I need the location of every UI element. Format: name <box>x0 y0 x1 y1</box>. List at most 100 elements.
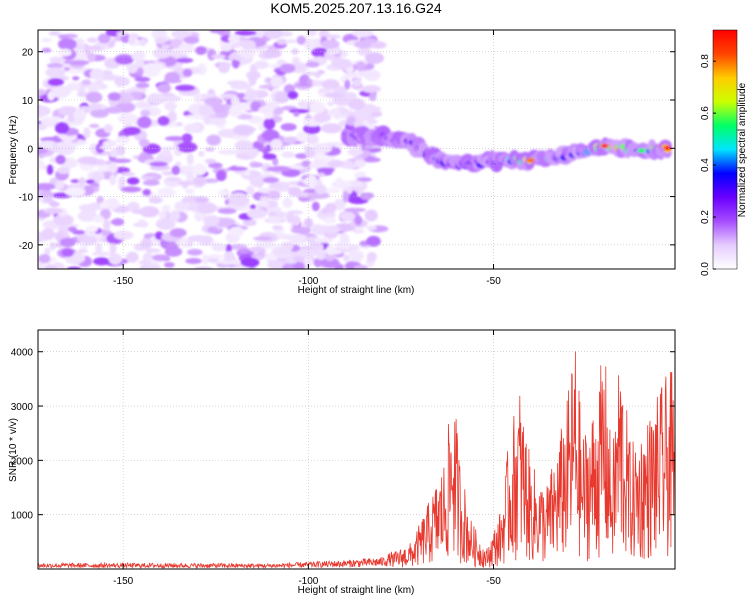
spectrogram-cell <box>185 258 202 265</box>
spectrogram-cell <box>45 67 66 78</box>
spectrogram-cell <box>81 79 92 86</box>
spectrogram-cell <box>89 123 100 128</box>
spectrogram-cell <box>155 218 176 230</box>
spectrogram-cell <box>166 242 179 253</box>
spectrogram-cell <box>115 145 126 156</box>
spectrogram-cell <box>207 226 220 234</box>
spectrogram-cell <box>115 56 133 65</box>
spectrogram-cell <box>199 235 214 245</box>
spectrogram-cell <box>217 208 237 215</box>
spectrogram-cell <box>317 87 333 93</box>
spectrogram-cell <box>313 237 334 244</box>
spectrogram-cell <box>308 191 330 200</box>
colorbar-ticks: 0.0 0.2 0.4 0.6 0.8 <box>700 54 716 276</box>
colorbar-label: Normalized spectral amplitude <box>737 82 748 217</box>
spectrogram-cell <box>313 143 333 154</box>
spectrogram-cell <box>52 141 59 153</box>
spectrogram-cell <box>248 73 257 86</box>
spectrogram-cell <box>95 79 104 86</box>
spectrogram-cell <box>158 210 167 221</box>
spectrogram-cell <box>242 219 257 227</box>
spectrogram-cell <box>58 48 72 57</box>
spectrogram-cell <box>266 215 283 223</box>
spectrogram-cell <box>186 171 195 184</box>
spectrogram-cell <box>234 30 257 36</box>
spectrogram-cell <box>143 62 165 71</box>
spectrogram-cell <box>161 204 171 212</box>
spectrogram-cell <box>206 134 222 146</box>
spectrogram-cell <box>197 202 217 214</box>
spectrogram-cell <box>77 248 88 254</box>
spectrogram-cell <box>356 177 373 182</box>
spectrogram-cell <box>89 143 98 154</box>
spectrogram-cell <box>167 110 177 123</box>
spectrogram-cell <box>43 196 53 204</box>
snr-panel: -150 -100 -50 1000 2000 3000 4000 Height of s… <box>8 329 676 596</box>
spectrogram-cell <box>160 149 172 157</box>
spectrogram-cell <box>116 31 128 37</box>
spectrogram-cell <box>86 45 103 52</box>
spectrogram-cell <box>138 38 148 47</box>
spectrogram-cell <box>143 263 161 269</box>
spectrogram-cell <box>223 251 235 262</box>
x-tick-label: -150 <box>113 576 133 587</box>
spectrogram-cell <box>215 169 227 182</box>
spectrogram-cell <box>82 208 97 219</box>
spectrogram-cell <box>348 98 366 111</box>
spectrogram-cell <box>288 108 310 114</box>
spectrogram-cell <box>85 91 103 103</box>
spectrogram-cell <box>154 37 167 45</box>
spectrogram-cell <box>264 30 283 40</box>
spectrogram-cell <box>303 188 318 194</box>
spectrogram-cell <box>111 158 132 164</box>
spectrogram-cell <box>304 38 317 51</box>
spectrogram-cell <box>125 251 139 263</box>
spectrogram-cell <box>305 61 320 68</box>
spectrogram-cell <box>103 123 113 134</box>
spectrogram-cell <box>262 153 277 160</box>
spectrogram-cell <box>46 164 54 175</box>
spectrogram-cell <box>232 124 254 136</box>
spectrogram-cell <box>72 76 80 81</box>
spectrogram-cell <box>288 234 309 244</box>
spectrogram-cell <box>345 92 357 100</box>
spectrogram-cell <box>187 240 194 247</box>
spectrogram-cell <box>357 47 371 56</box>
spectrogram-x-ticks: -150 -100 -50 <box>113 30 501 287</box>
spectrogram-cell <box>184 123 202 134</box>
spectrogram-cell <box>174 201 189 211</box>
colorbar-tick-label: 0.2 <box>700 210 711 224</box>
spectrogram-cell <box>279 63 296 74</box>
spectrogram-cell <box>186 153 194 165</box>
colorbar-tick-label: 0.6 <box>700 106 711 120</box>
spectrogram-cell <box>99 145 113 150</box>
spectrogram-cell <box>217 189 229 197</box>
spectrogram-cell <box>97 33 111 44</box>
spectrogram-cell <box>291 48 299 55</box>
spectrogram-cell <box>78 204 99 211</box>
spectrogram-cell <box>370 41 387 49</box>
spectrogram-cell <box>342 190 349 203</box>
spectrogram-cell <box>272 157 279 166</box>
spectrogram-cell <box>67 114 75 123</box>
spectrogram-cell <box>135 82 150 89</box>
spectrogram-cell <box>108 162 119 174</box>
spectrogram-cell <box>249 204 257 210</box>
spectrogram-cell <box>44 265 57 269</box>
spectrogram-cell <box>93 257 110 266</box>
spectrogram-cell <box>327 159 344 168</box>
spectrogram-cell <box>73 117 83 125</box>
spectrogram-cell <box>138 138 150 148</box>
spectrogram-cell <box>57 106 79 116</box>
spectrogram-cell <box>347 148 364 156</box>
snr-frame <box>37 329 676 570</box>
spectrogram-cell <box>54 122 70 134</box>
spectrogram-cell <box>109 174 117 186</box>
spectrogram-cell <box>280 123 297 131</box>
spectrogram-cell <box>131 209 153 215</box>
spectrogram-cell <box>192 163 207 176</box>
snr-x-ticks: -150 -100 -50 <box>113 330 501 587</box>
spectrogram-cell <box>267 190 281 200</box>
spectrogram-cell <box>57 38 77 51</box>
